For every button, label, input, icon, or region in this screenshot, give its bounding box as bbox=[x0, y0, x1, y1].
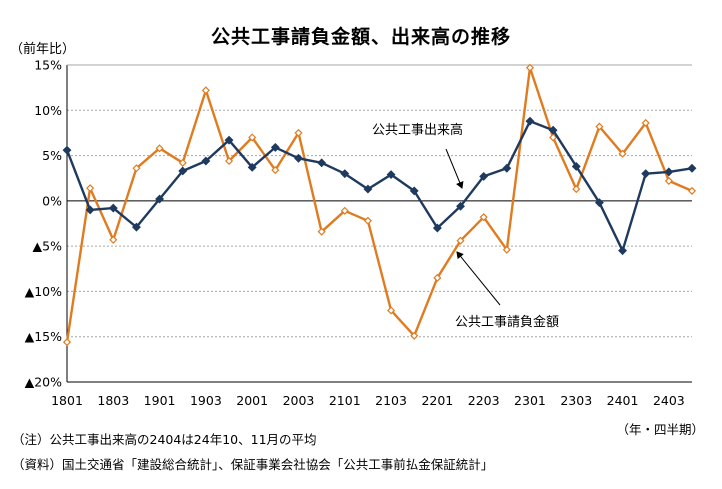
data-point bbox=[340, 169, 350, 179]
x-tick-labels: 1801 1803 1901 1903 2001 2003 2101 2103 2201 2203… bbox=[51, 393, 685, 408]
data-point bbox=[525, 63, 535, 72]
data-point bbox=[502, 163, 512, 173]
annotation-arrow bbox=[456, 251, 501, 306]
data-point bbox=[85, 205, 95, 215]
data-point bbox=[664, 176, 673, 185]
data-point bbox=[132, 164, 141, 173]
data-point bbox=[571, 161, 581, 171]
y-tick-label: ▲10% bbox=[25, 284, 63, 299]
series-label-contract-amount: 公共工事請負金額 bbox=[455, 314, 559, 330]
data-point bbox=[409, 186, 419, 196]
data-point bbox=[641, 118, 650, 128]
data-point bbox=[155, 144, 164, 153]
data-point bbox=[456, 236, 465, 245]
data-point bbox=[317, 158, 327, 168]
data-point bbox=[479, 171, 489, 181]
data-point bbox=[271, 166, 280, 175]
x-tick-label: 2201 bbox=[421, 393, 453, 408]
data-point bbox=[248, 133, 257, 142]
data-point bbox=[641, 169, 651, 179]
data-point bbox=[548, 125, 558, 135]
data-point bbox=[432, 223, 442, 233]
gridlines bbox=[67, 64, 692, 383]
data-point bbox=[294, 128, 303, 137]
data-point bbox=[572, 185, 581, 194]
data-point bbox=[294, 153, 303, 163]
data-point bbox=[201, 156, 211, 166]
x-tick-label: 2003 bbox=[283, 393, 315, 408]
x-tick-label: 2101 bbox=[329, 393, 361, 408]
y-tick-labels: 15% 10% 5% 0% ▲5% ▲10% ▲15% ▲20% bbox=[25, 58, 63, 390]
data-point bbox=[108, 203, 118, 213]
data-point bbox=[363, 216, 372, 225]
series-line bbox=[65, 66, 693, 343]
data-point bbox=[502, 245, 511, 254]
y-tick-label: 15% bbox=[34, 58, 62, 73]
data-point bbox=[387, 306, 396, 315]
data-point bbox=[549, 133, 558, 142]
data-point bbox=[201, 86, 210, 95]
y-tick-label: 0% bbox=[42, 193, 62, 208]
x-tick-label: 1803 bbox=[97, 393, 129, 408]
data-point bbox=[594, 198, 604, 208]
data-point bbox=[86, 184, 95, 193]
data-point bbox=[618, 246, 628, 256]
data-point bbox=[270, 142, 280, 152]
data-point bbox=[178, 158, 187, 167]
data-point bbox=[618, 149, 627, 158]
data-point bbox=[687, 186, 697, 195]
data-point bbox=[317, 227, 326, 236]
x-tick-label: 1901 bbox=[144, 393, 176, 408]
data-point bbox=[340, 206, 349, 215]
x-tick-label: 2403 bbox=[653, 393, 685, 408]
x-tick-label: 2303 bbox=[560, 393, 592, 408]
x-tick-label: 2401 bbox=[607, 393, 639, 408]
x-tick-label: 2001 bbox=[236, 393, 268, 408]
data-point bbox=[363, 184, 373, 194]
axes bbox=[66, 64, 692, 383]
data-point bbox=[131, 222, 141, 232]
y-tick-label: 5% bbox=[42, 148, 62, 163]
x-tick-label: 2203 bbox=[468, 393, 500, 408]
data-point bbox=[247, 162, 257, 172]
data-point bbox=[178, 166, 188, 176]
data-point bbox=[595, 122, 604, 131]
data-point bbox=[109, 235, 118, 244]
y-tick-label: ▲20% bbox=[25, 375, 63, 390]
x-axis-unit-label: （年・四半期） bbox=[616, 422, 704, 437]
data-point bbox=[224, 156, 234, 166]
y-tick-label: ▲5% bbox=[33, 239, 63, 254]
y-axis-unit-label: （前年比） bbox=[10, 42, 76, 57]
y-tick-label: ▲15% bbox=[25, 329, 63, 344]
series-lines bbox=[62, 63, 697, 347]
x-tick-label: 2301 bbox=[514, 393, 546, 408]
data-point bbox=[155, 194, 165, 204]
x-tick-label: 1801 bbox=[51, 393, 83, 408]
x-tick-label: 2103 bbox=[375, 393, 407, 408]
data-point bbox=[687, 163, 697, 173]
chart-title: 公共工事請負金額、出来高の推移 bbox=[210, 26, 511, 48]
series-line bbox=[65, 119, 693, 252]
x-tick-label: 1903 bbox=[190, 393, 222, 408]
footnote: （注）公共工事出来高の2404は24年10、11月の平均 bbox=[12, 432, 317, 447]
data-point bbox=[456, 201, 465, 211]
data-point bbox=[62, 338, 72, 347]
y-tick-label: 10% bbox=[34, 103, 62, 118]
data-point bbox=[525, 116, 535, 126]
data-point bbox=[386, 170, 396, 180]
data-point bbox=[664, 167, 674, 177]
series-label-completed-work: 公共工事出来高 bbox=[372, 122, 463, 138]
source-note: （資料）国土交通省「建設総合統計」、保証事業会社協会「公共工事前払金保証統計」 bbox=[12, 457, 494, 472]
data-point bbox=[62, 145, 72, 155]
data-point bbox=[410, 331, 419, 340]
data-point bbox=[479, 213, 488, 222]
annotation-arrow bbox=[445, 148, 464, 189]
data-point bbox=[433, 273, 442, 282]
data-point bbox=[224, 135, 234, 145]
